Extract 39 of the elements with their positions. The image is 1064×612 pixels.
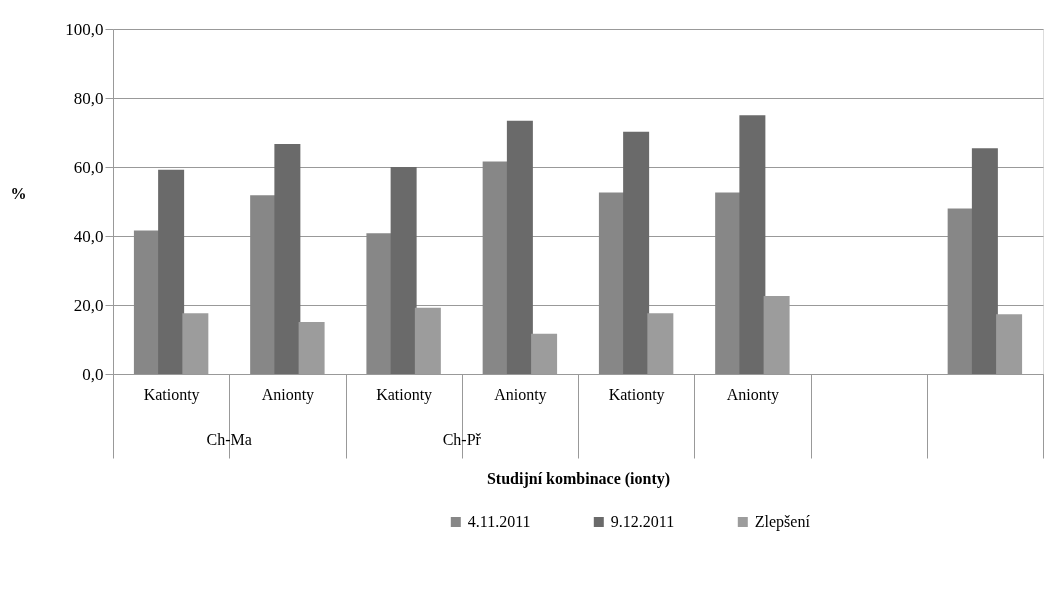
y-tick-label: 60,0	[73, 157, 104, 177]
bar	[947, 208, 974, 374]
bar	[715, 192, 742, 374]
bar	[414, 307, 441, 374]
x-tick-label: Kationty	[143, 385, 200, 404]
text: Ch-Př	[442, 431, 482, 448]
bar	[623, 131, 650, 374]
text: Ch-Ma	[206, 431, 252, 448]
bar	[482, 161, 509, 374]
bar	[506, 120, 533, 374]
bar	[182, 313, 209, 374]
bar	[971, 148, 998, 374]
y-tick-label: 20,0	[73, 295, 104, 315]
legend-label: 4.11.2011	[467, 513, 531, 530]
x-tick-label: Anionty	[726, 385, 780, 404]
bar	[647, 313, 674, 374]
x-axis-title: Studijní kombinace (ionty)	[486, 470, 671, 488]
bar	[598, 192, 625, 374]
x-tick-label: Anionty	[261, 385, 315, 404]
bar	[739, 115, 766, 374]
y-tick-label: 80,0	[73, 88, 104, 108]
bar	[133, 230, 160, 374]
legend-label: 9.12.2011	[610, 513, 675, 530]
x-tick-label: Anionty	[494, 385, 547, 404]
legend-label: Zlepšení	[754, 513, 811, 531]
y-tick-label: 40,0	[73, 226, 104, 246]
y-tick-label: 100,0	[65, 19, 104, 39]
x-tick-label: Kationty	[376, 385, 433, 404]
x-tick-label: Kationty	[608, 385, 665, 404]
y-axis-title: %	[10, 185, 27, 202]
bar	[250, 195, 277, 374]
bar	[158, 169, 185, 374]
bar	[390, 167, 417, 374]
bar	[531, 333, 558, 374]
bar	[298, 321, 325, 374]
bar	[274, 143, 301, 374]
bar	[996, 314, 1023, 374]
y-tick-label: 0,0	[82, 364, 104, 384]
bar	[366, 233, 393, 374]
